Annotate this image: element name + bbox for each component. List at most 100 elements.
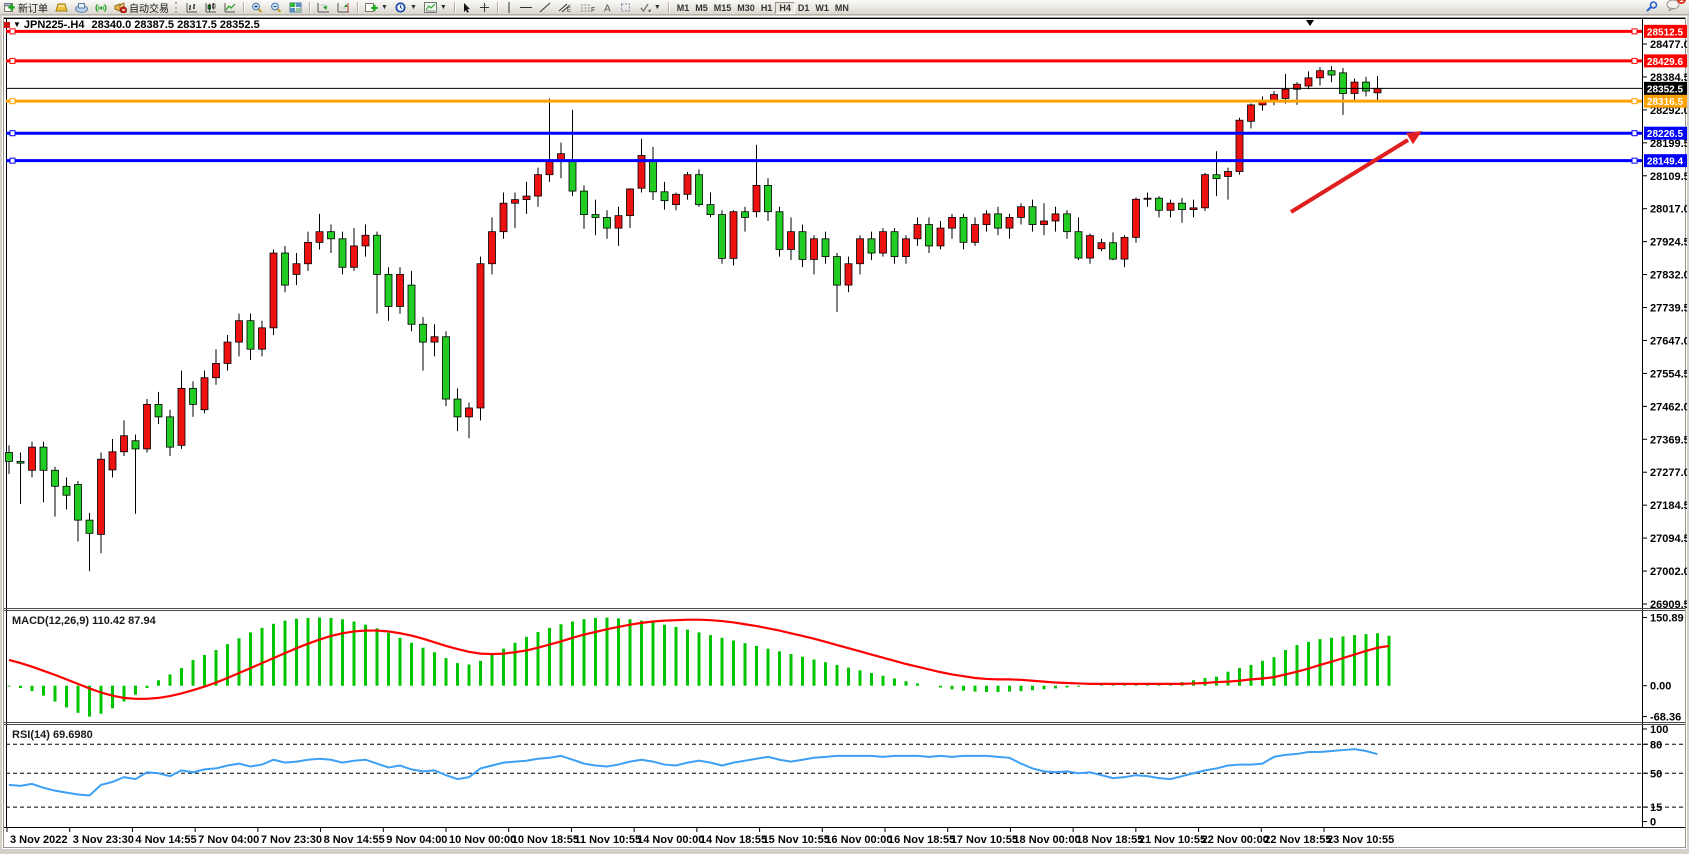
gold-bar-icon — [55, 3, 68, 11]
svg-text:15 Nov 10:55: 15 Nov 10:55 — [763, 834, 830, 846]
timeframe-button-m1[interactable]: M1 — [676, 3, 690, 13]
svg-text:27369.5: 27369.5 — [1650, 434, 1687, 446]
search-tool-icon[interactable] — [1645, 1, 1658, 13]
autotrading-label: 自动交易 — [129, 3, 169, 15]
fibonacci-icon: F — [580, 4, 595, 13]
hline-button[interactable] — [518, 1, 534, 14]
chart-shift-icon — [337, 2, 349, 12]
svg-text:28017.0: 28017.0 — [1650, 204, 1687, 216]
new-order-button[interactable]: 新订单 — [2, 1, 50, 15]
chart-symbol-title: JPN225-.H4 — [23, 19, 85, 31]
cursor-button[interactable] — [460, 1, 474, 14]
svg-text:28384.5: 28384.5 — [1650, 72, 1687, 84]
zoom-out-button[interactable] — [268, 1, 284, 14]
svg-text:14 Nov 18:55: 14 Nov 18:55 — [700, 834, 767, 846]
terminal-button[interactable] — [73, 1, 90, 14]
svg-text:16 Nov 18:55: 16 Nov 18:55 — [888, 834, 955, 846]
svg-text:28109.5: 28109.5 — [1650, 171, 1687, 183]
svg-text:27924.5: 27924.5 — [1650, 237, 1687, 249]
timeframe-button-h4[interactable]: H4 — [775, 2, 795, 14]
toolbar-separator — [453, 1, 455, 13]
signals-button[interactable] — [93, 1, 109, 14]
chart-window[interactable]: ▼ JPN225-.H4 28340.0 28387.5 28317.5 283… — [2, 16, 1689, 849]
timeframe-button-m30[interactable]: M30 — [737, 3, 755, 13]
fibonacci-button[interactable]: F — [578, 1, 598, 14]
horizontal-line-icon — [519, 6, 532, 8]
symbol-marker-icon[interactable] — [4, 22, 10, 28]
svg-text:28292.0: 28292.0 — [1650, 105, 1687, 117]
toolbar-separator — [667, 1, 669, 13]
svg-text:-68.36: -68.36 — [1650, 712, 1681, 724]
shapes-button[interactable] — [618, 1, 634, 14]
svg-text:28226.5: 28226.5 — [1647, 129, 1684, 140]
svg-text:28149.4: 28149.4 — [1647, 157, 1684, 168]
svg-text:23 Nov 10:55: 23 Nov 10:55 — [1327, 834, 1394, 846]
zoom-in-button[interactable] — [249, 1, 265, 14]
svg-text:14 Nov 00:00: 14 Nov 00:00 — [637, 834, 704, 846]
monitor-icon — [75, 2, 88, 13]
svg-text:27462.0: 27462.0 — [1650, 401, 1687, 413]
timeframe-button-m5[interactable]: M5 — [695, 3, 708, 13]
trendline-icon — [539, 2, 551, 12]
svg-text:11 Nov 10:55: 11 Nov 10:55 — [574, 834, 641, 846]
svg-text:3 Nov 2022: 3 Nov 2022 — [10, 834, 67, 846]
svg-text:9 Nov 04:00: 9 Nov 04:00 — [386, 834, 447, 846]
equidistant-channel-button[interactable]: E — [556, 1, 575, 14]
svg-text:0: 0 — [1650, 817, 1656, 829]
cursor-icon — [463, 2, 470, 13]
timeframe-button-h1[interactable]: H1 — [760, 3, 773, 13]
crosshair-button[interactable] — [477, 1, 492, 14]
candle-chart-button[interactable] — [203, 1, 219, 14]
svg-text:0.00: 0.00 — [1650, 681, 1671, 693]
text-icon: A — [604, 3, 611, 13]
svg-text:21 Nov 10:55: 21 Nov 10:55 — [1139, 834, 1206, 846]
toolbar-grip — [175, 1, 180, 13]
autotrading-button[interactable]: 自动交易 — [112, 1, 171, 15]
svg-text:28352.5: 28352.5 — [1647, 84, 1684, 95]
svg-text:27184.5: 27184.5 — [1650, 500, 1687, 512]
svg-text:80: 80 — [1650, 739, 1662, 751]
line-chart-icon — [224, 2, 236, 12]
notifications-button[interactable]: 1 — [1666, 0, 1686, 16]
indicators-button[interactable]: ▼ — [363, 1, 390, 14]
main-toolbar: 新订单 自动交易 ▼ ▼ — [0, 0, 1689, 15]
trendline-button[interactable] — [537, 1, 553, 14]
chart-shift-button[interactable] — [335, 1, 352, 14]
timeframe-button-w1[interactable]: W1 — [815, 3, 829, 13]
crosshair-icon — [479, 2, 489, 12]
svg-text:22 Nov 18:55: 22 Nov 18:55 — [1264, 834, 1331, 846]
market-watch-button[interactable] — [53, 1, 70, 14]
toolbar-separator — [496, 1, 498, 13]
timeframe-button-d1[interactable]: D1 — [797, 3, 810, 13]
template-chart-icon — [423, 1, 437, 13]
auto-scroll-button[interactable] — [315, 1, 332, 14]
vline-button[interactable] — [503, 1, 515, 14]
timeframe-button-m15[interactable]: M15 — [713, 3, 732, 13]
collapse-arrow-icon[interactable]: ▼ — [13, 20, 21, 29]
chart-ohlc-values: 28340.0 28387.5 28317.5 28352.5 — [91, 19, 260, 31]
periods-button[interactable]: ▼ — [393, 1, 419, 14]
svg-text:7 Nov 04:00: 7 Nov 04:00 — [198, 834, 259, 846]
bar-chart-button[interactable] — [184, 1, 200, 14]
dropdown-arrow-icon: ▼ — [409, 3, 417, 11]
rsi-label: RSI(14) 69.6980 — [12, 729, 93, 741]
channel-icon: E — [558, 3, 571, 13]
toolbar-separator — [309, 1, 310, 13]
text-label-button[interactable]: A — [601, 1, 615, 14]
timeframe-button-mn[interactable]: MN — [834, 3, 849, 13]
svg-text:18 Nov 18:55: 18 Nov 18:55 — [1076, 834, 1143, 846]
arrows-button[interactable]: ▼ — [637, 1, 663, 14]
rectangle-shape-icon — [620, 3, 630, 11]
templates-button[interactable]: ▼ — [422, 1, 449, 14]
tile-windows-button[interactable] — [287, 1, 304, 14]
svg-text:150.89: 150.89 — [1650, 613, 1684, 625]
bar-chart-icon — [186, 2, 197, 12]
svg-text:27739.5: 27739.5 — [1650, 303, 1687, 315]
svg-text:16 Nov 00:00: 16 Nov 00:00 — [825, 834, 892, 846]
vertical-line-icon — [508, 1, 510, 13]
line-chart-button[interactable] — [222, 1, 238, 14]
dropdown-arrow-icon: ▼ — [381, 3, 388, 11]
svg-text:A: A — [604, 3, 611, 13]
candlestick-chart[interactable]: 28477.0 28384.5 28292.0 28199.5 28109.5 28017… — [2, 16, 1689, 849]
tile-windows-icon — [289, 2, 302, 12]
